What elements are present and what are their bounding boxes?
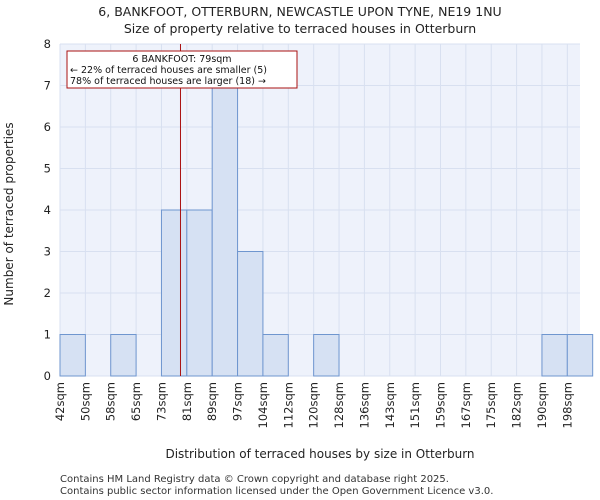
bar-89sqm <box>211 85 239 377</box>
x-tick-label: 190sqm <box>535 382 549 428</box>
y-tick-label: 8 <box>44 37 51 51</box>
annotation-line-2: ← 22% of terraced houses are smaller (5) <box>70 65 267 76</box>
footer-line-2: Contains public sector information licen… <box>60 486 493 497</box>
x-tick-label: 159sqm <box>433 382 447 428</box>
y-tick-label: 4 <box>44 203 51 217</box>
y-tick-label: 3 <box>44 245 51 259</box>
bar-120sqm <box>313 334 340 377</box>
x-tick-label: 167sqm <box>459 382 473 428</box>
footer-line-1: Contains HM Land Registry data © Crown c… <box>60 474 449 485</box>
bar-190sqm <box>541 334 568 377</box>
x-tick-label: 136sqm <box>357 382 371 428</box>
bar-97sqm <box>237 251 264 377</box>
x-tick-label: 50sqm <box>78 382 92 421</box>
x-tick-label: 120sqm <box>307 382 321 428</box>
x-axis-label: Distribution of terraced houses by size … <box>165 447 474 461</box>
x-tick-label: 97sqm <box>231 382 245 421</box>
y-axis-label: Number of terraced properties <box>2 122 16 305</box>
x-tick-label: 198sqm <box>560 382 574 428</box>
y-tick-label: 5 <box>44 162 51 176</box>
y-axis-ticks: 0 1 2 3 4 5 6 7 8 <box>44 37 51 383</box>
y-tick-label: 2 <box>44 286 51 300</box>
x-tick-label: 128sqm <box>332 382 346 428</box>
x-tick-label: 65sqm <box>129 382 143 421</box>
x-tick-label: 143sqm <box>383 382 397 428</box>
x-tick-label: 112sqm <box>281 382 295 428</box>
annotation-line-3: 78% of terraced houses are larger (18) → <box>70 76 266 87</box>
bar-42sqm <box>59 334 86 377</box>
x-tick-label: 73sqm <box>154 382 168 421</box>
y-tick-label: 1 <box>44 328 51 342</box>
bars <box>59 85 594 377</box>
annotation-box <box>66 50 298 89</box>
y-tick-label: 0 <box>44 369 51 383</box>
x-tick-label: 151sqm <box>408 382 422 428</box>
x-tick-label: 81sqm <box>180 382 194 421</box>
bar-198sqm <box>566 334 594 377</box>
x-tick-label: 104sqm <box>256 382 270 428</box>
bar-58sqm <box>110 334 137 377</box>
x-axis-ticks: 42sqm 50sqm 58sqm 65sqm 73sqm 81sqm 89sqm 97sqm… <box>53 382 574 428</box>
x-tick-label: 42sqm <box>53 382 67 421</box>
bar-104sqm <box>262 334 289 377</box>
x-tick-label: 175sqm <box>484 382 498 428</box>
y-tick-label: 6 <box>44 120 51 134</box>
bar-73sqm <box>160 209 188 377</box>
chart-subtitle: Size of property relative to terraced ho… <box>124 21 476 36</box>
annotation-line-1: 6 BANKFOOT: 79sqm <box>132 54 231 65</box>
x-tick-label: 58sqm <box>104 382 118 421</box>
chart-title: 6, BANKFOOT, OTTERBURN, NEWCASTLE UPON T… <box>98 4 501 19</box>
x-tick-label: 89sqm <box>205 382 219 421</box>
bar-81sqm <box>186 209 213 377</box>
x-tick-label: 182sqm <box>510 382 524 428</box>
y-tick-label: 7 <box>44 79 51 93</box>
